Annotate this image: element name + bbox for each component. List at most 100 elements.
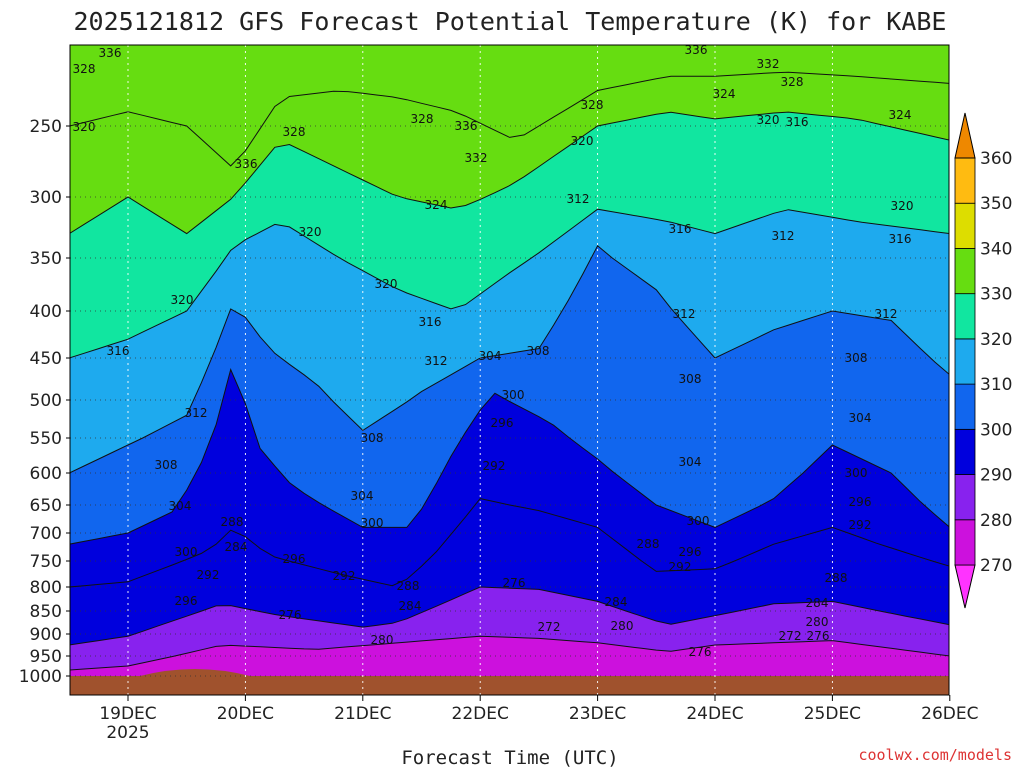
contour-label: 308 [155,458,178,472]
terrain-ground [70,676,949,695]
contour-label: 292 [483,459,506,473]
contour-label: 284 [605,595,628,609]
contour-label: 320 [73,120,96,134]
contour-label: 312 [567,192,590,206]
x-tick-label: 22DEC [452,704,509,724]
contour-label: 320 [571,134,594,148]
contour-label: 304 [169,499,192,513]
contour-label: 280 [611,619,634,633]
y-tick-label: 450 [30,349,62,369]
colorbar-bin [954,519,976,566]
y-tick-label: 250 [30,117,62,137]
contour-label: 304 [849,411,872,425]
colorbar-tick-label: 360 [980,149,1012,169]
y-tick-label: 600 [30,464,62,484]
contour-label: 296 [175,594,198,608]
contour-label: 332 [757,57,780,71]
contour-label: 304 [679,455,702,469]
contour-label: 296 [491,416,514,430]
y-tick-label: 650 [30,496,62,516]
contour-label: 336 [455,119,478,133]
contour-label: 288 [637,537,660,551]
contour-label: 276 [689,645,712,659]
contour-label: 312 [425,354,448,368]
contour-label: 296 [679,545,702,559]
contour-label: 336 [99,46,122,60]
isentrope-284 [70,586,949,646]
colorbar-max-arrow [954,112,976,159]
contour-label: 296 [849,495,872,509]
y-tick-label: 500 [30,391,62,411]
contour-label: 324 [425,198,448,212]
contour-label: 272 [779,629,802,643]
isentrope-332 [70,71,949,167]
y-tick-label: 550 [30,429,62,449]
contour-label: 320 [891,199,914,213]
isentrope-316 [70,208,949,359]
contour-label: 288 [221,515,244,529]
y-tick-label: 400 [30,302,62,322]
contour-label: 312 [875,307,898,321]
x-tick-label: 26DEC [921,704,978,724]
colorbar-tick-label: 280 [980,511,1012,531]
contour-label: 288 [397,579,420,593]
colorbar-min-arrow [954,564,976,609]
contour-label: 324 [713,87,736,101]
contour-label: 328 [581,98,604,112]
isentrope-layer [70,71,949,671]
contour-label: 280 [806,615,829,629]
contour-label: 308 [845,351,868,365]
colorbar-bin [954,474,976,521]
y-tick-label: 850 [30,602,62,622]
contour-label: 320 [757,113,780,127]
contour-label: 316 [669,222,692,236]
colorbar-tick-label: 270 [980,556,1012,576]
contour-label: 300 [687,514,710,528]
credit-text: coolwx.com/models [858,746,1012,764]
colorbar-bin [954,428,976,475]
contour-label: 276 [807,629,830,643]
chart-title: 2025121812 GFS Forecast Potential Temper… [74,7,947,36]
contour-label: 284 [399,599,422,613]
contour-label: 292 [669,560,692,574]
colorbar-tick-label: 300 [980,420,1012,440]
x-tick-label: 25DEC [804,704,861,724]
contour-label: 288 [825,571,848,585]
contour-label: 296 [283,552,306,566]
x-axis-label: Forecast Time (UTC) [401,747,618,768]
isentrope-308 [70,245,949,474]
contour-label: 328 [73,62,96,76]
contour-label: 312 [185,406,208,420]
colorbar-tick-label: 350 [980,194,1012,214]
isentrope-276 [70,635,949,671]
x-tick-sublabel: 2025 [106,723,149,743]
contour-label: 276 [503,576,526,590]
contour-label: 320 [171,293,194,307]
plot-frame [69,44,950,696]
contour-label: 292 [197,568,220,582]
contour-label: 328 [283,125,306,139]
contour-label: 300 [845,466,868,480]
contour-label: 308 [679,372,702,386]
x-tick-label: 19DEC [99,704,156,724]
contour-label: 312 [673,307,696,321]
colorbar-bin [954,202,976,249]
x-tick-label: 20DEC [217,704,274,724]
contour-label: 308 [527,344,550,358]
contour-label: 320 [299,225,322,239]
contour-label: 280 [371,633,394,647]
colorbar-bin [954,383,976,430]
colorbar-tick-label: 290 [980,466,1012,486]
colorbar-bin [954,338,976,385]
contour-label: 336 [235,157,258,171]
isentrope-292 [70,498,949,588]
y-tick-label: 950 [30,647,62,667]
terrain-bump [140,669,250,676]
y-tick-label: 750 [30,552,62,572]
contour-label: 284 [225,540,248,554]
isentrope-324 [70,111,949,235]
contour-label: 304 [351,489,374,503]
